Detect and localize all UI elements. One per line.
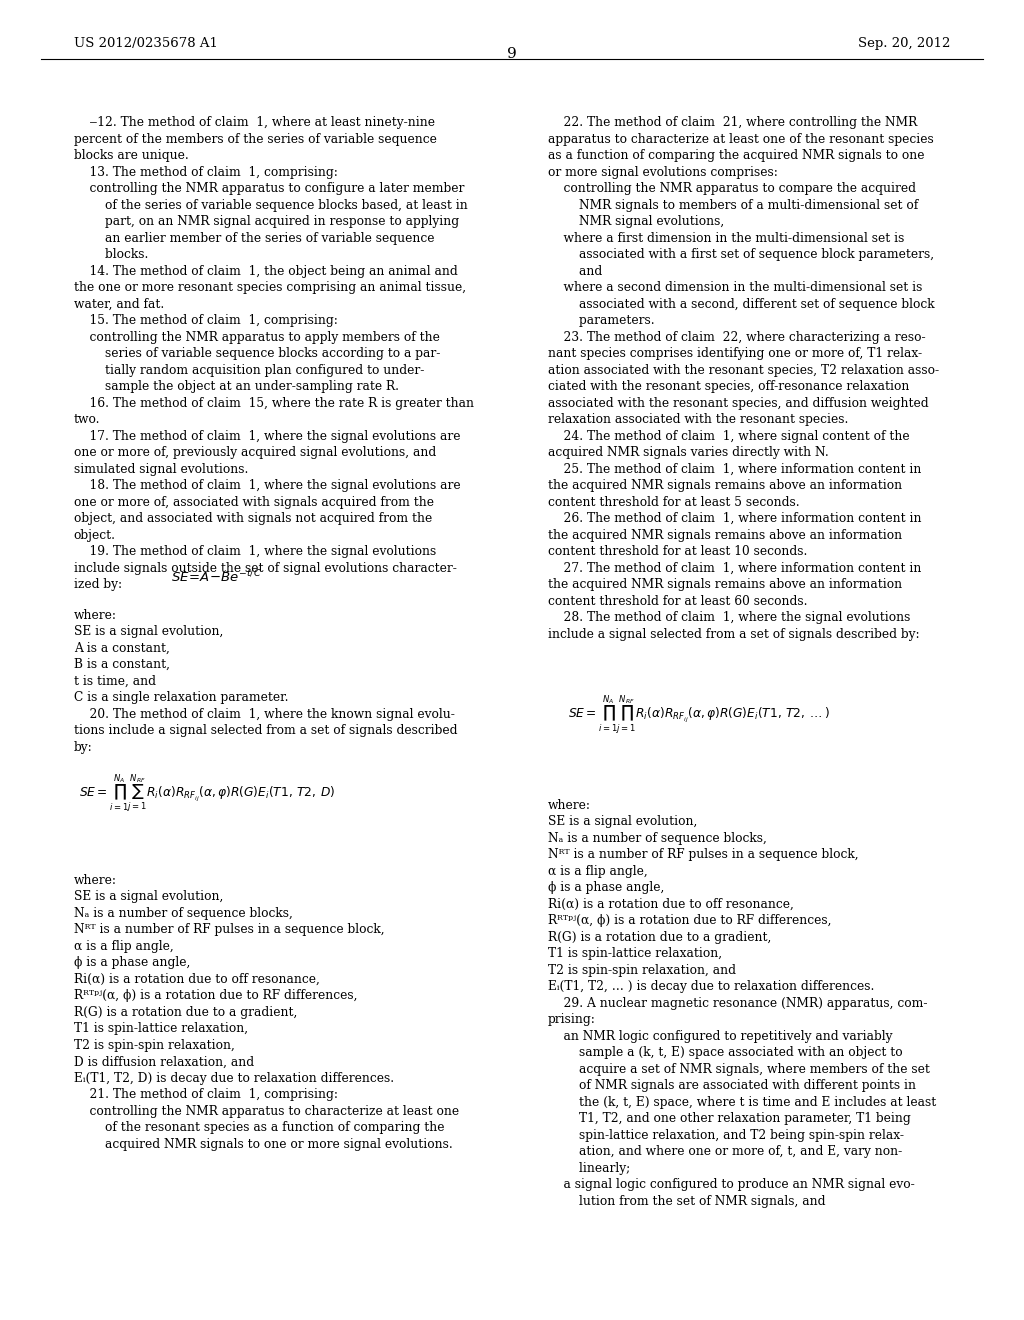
Text: 9: 9 xyxy=(507,46,517,61)
Text: ‒12. The method of claim  1, where at least ninety-nine
percent of the members o: ‒12. The method of claim 1, where at lea… xyxy=(74,116,474,591)
Text: $SE\!=\!A\!-\!Be^{-t/C}$: $SE\!=\!A\!-\!Be^{-t/C}$ xyxy=(171,569,261,586)
Text: where:
SE is a signal evolution,
Nₐ is a number of sequence blocks,
Nᴿᵀ is a num: where: SE is a signal evolution, Nₐ is a… xyxy=(74,874,459,1151)
Text: 22. The method of claim  21, where controlling the NMR
apparatus to characterize: 22. The method of claim 21, where contro… xyxy=(548,116,939,640)
Text: where:
SE is a signal evolution,
A is a constant,
B is a constant,
t is time, an: where: SE is a signal evolution, A is a … xyxy=(74,609,458,754)
Text: $SE = \prod_{i=1}^{N_A} \sum_{j=1}^{N_{RF}} R_i(\alpha)R_{RF_{ij}}(\alpha, \varp: $SE = \prod_{i=1}^{N_A} \sum_{j=1}^{N_{R… xyxy=(79,772,335,814)
Text: Sep. 20, 2012: Sep. 20, 2012 xyxy=(858,37,950,50)
Text: where:
SE is a signal evolution,
Nₐ is a number of sequence blocks,
Nᴿᵀ is a num: where: SE is a signal evolution, Nₐ is a… xyxy=(548,799,936,1208)
Text: US 2012/0235678 A1: US 2012/0235678 A1 xyxy=(74,37,218,50)
Text: $SE = \prod_{i=1}^{N_A} \prod_{j=1}^{N_{RF}} R_i(\alpha)R_{RF_{ij}}(\alpha, \var: $SE = \prod_{i=1}^{N_A} \prod_{j=1}^{N_{… xyxy=(568,693,830,735)
